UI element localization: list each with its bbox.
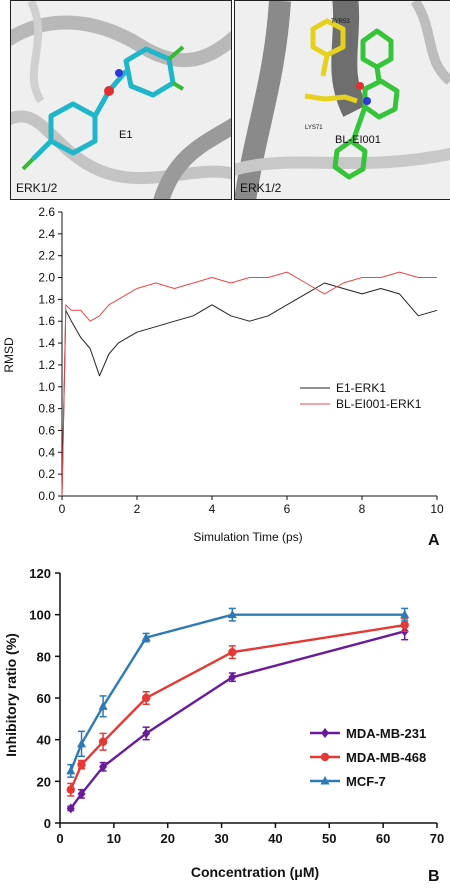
inhib-axes: 0 20 40 60 80 100 120 0 10 20 30 40 50 60 70 [29, 566, 444, 846]
inhibitory-ratio-chart: 0 20 40 60 80 100 120 0 10 20 30 40 50 60 70 MDA-MB-23… [3, 566, 444, 885]
inhib-x-tick-label: 10 [107, 831, 121, 846]
inhib-y-axis-label: Inhibitory ratio (%) [3, 633, 19, 757]
inhib-y-tick-label: 120 [29, 566, 51, 581]
inhib-x-tick-label: 30 [214, 831, 228, 846]
rmsd-y-axis-label: RMSD [2, 337, 16, 373]
docking-image-e1: E1 ERK1/2 [10, 0, 232, 200]
rmsd-series-line-1 [61, 271, 437, 497]
rmsd-y-tick-label: 2.2 [38, 249, 55, 263]
inhib-data-point [77, 788, 86, 799]
rmsd-x-tick-label: 10 [430, 502, 444, 516]
rmsd-axes: 0.0 0.2 0.4 0.6 0.8 1.0 1.2 1.4 1.6 1.8 2.0 2.2 2.4 2… [38, 205, 444, 516]
rmsd-y-tick-label: 2.6 [38, 205, 55, 219]
inhib-y-tick-label: 40 [37, 733, 51, 748]
rmsd-y-tick-label: 0.6 [38, 423, 55, 437]
inhib-legend-marker [320, 752, 330, 762]
inhib-data-point [228, 647, 237, 657]
ligand-label-bl-ei001: BL-EI001 [335, 134, 381, 146]
rmsd-series-line-0 [61, 282, 438, 497]
rmsd-legend: E1-ERK1 BL-EI001-ERK1 [300, 381, 422, 411]
ligand-label-e1: E1 [119, 129, 132, 141]
rmsd-y-tick-label: 2.4 [38, 227, 55, 241]
inhib-legend: MDA-MB-231 MDA-MB-468 MCF-7 [310, 726, 426, 789]
inhib-series-line-1 [69, 623, 405, 791]
inhib-legend-label: MCF-7 [346, 774, 386, 789]
inhib-data-point [66, 785, 75, 794]
rmsd-y-tick-label: 0.8 [38, 402, 55, 416]
panel-label-b: B [428, 868, 440, 885]
protein-label-right: ERK1/2 [240, 181, 282, 195]
inhib-data-point [228, 672, 237, 683]
rmsd-y-tick-label: 1.2 [38, 358, 55, 372]
rmsd-legend-label: E1-ERK1 [336, 381, 386, 395]
residue-label-lys71: LYS71 [305, 125, 323, 131]
rmsd-x-tick-label: 4 [209, 502, 216, 516]
inhib-x-tick-label: 20 [160, 831, 174, 846]
inhib-y-tick-label: 60 [37, 691, 51, 706]
inhib-legend-marker [320, 776, 330, 785]
inhib-data-point [66, 803, 75, 814]
inhib-legend-label: MDA-MB-231 [346, 726, 426, 741]
inhib-x-tick-label: 70 [430, 831, 444, 846]
rmsd-x-tick-label: 6 [284, 502, 291, 516]
rmsd-legend-label: BL-EI001-ERK1 [336, 397, 422, 411]
inhib-x-tick-label: 60 [376, 831, 390, 846]
rmsd-x-axis-label: Simulation Time (ps) [193, 530, 302, 544]
rmsd-y-tick-label: 2.0 [38, 271, 55, 285]
docking-illustration-bl-ei001: TYR53 LYS71 BL-EI001 ERK1/2 [235, 1, 450, 199]
inhib-x-tick-label: 50 [322, 831, 336, 846]
rmsd-y-tick-label: 0.0 [38, 489, 55, 503]
panel-label-a: A [428, 532, 440, 549]
residue-label-tyr53: TYR53 [331, 19, 350, 25]
inhib-data-point [99, 761, 108, 772]
inhib-y-tick-label: 80 [37, 649, 51, 664]
rmsd-series-group [61, 271, 438, 497]
inhib-series-line-2 [69, 613, 405, 772]
rmsd-y-tick-label: 0.2 [38, 467, 55, 481]
inhib-y-tick-label: 20 [37, 774, 51, 789]
inhib-data-point [227, 609, 237, 619]
inhib-x-axis-label: Concentration (μM) [191, 864, 319, 880]
inhib-data-point [141, 632, 151, 642]
rmsd-x-tick-label: 0 [59, 502, 66, 516]
rmsd-y-tick-label: 1.0 [38, 380, 55, 394]
rmsd-x-tick-label: 2 [134, 502, 141, 516]
inhib-data-point [400, 609, 410, 619]
inhib-data-point [142, 728, 151, 739]
protein-label-left: ERK1/2 [16, 181, 58, 195]
inhib-y-tick-label: 0 [44, 816, 51, 831]
inhib-data-point [77, 760, 86, 769]
inhib-data-point [141, 693, 151, 703]
docking-image-bl-ei001: TYR53 LYS71 BL-EI001 ERK1/2 [234, 0, 450, 200]
rmsd-y-tick-label: 1.4 [38, 336, 55, 350]
inhib-x-tick-label: 40 [268, 831, 282, 846]
docking-illustration-e1: E1 ERK1/2 [11, 1, 231, 199]
rmsd-y-tick-label: 1.6 [38, 314, 55, 328]
inhib-series-group [66, 607, 410, 814]
inhib-data-point [400, 620, 409, 630]
inhib-legend-label: MDA-MB-468 [346, 750, 426, 765]
inhib-data-point [98, 737, 108, 746]
rmsd-chart: 0.0 0.2 0.4 0.6 0.8 1.0 1.2 1.4 1.6 1.8 2.0 2.2 2.4 2… [2, 205, 444, 549]
inhib-x-tick-label: 0 [56, 831, 63, 846]
inhib-data-point [77, 738, 87, 748]
rmsd-y-tick-label: 1.8 [38, 292, 55, 306]
rmsd-x-tick-label: 8 [359, 502, 366, 516]
rmsd-y-tick-label: 0.4 [38, 445, 55, 459]
inhib-data-point [66, 765, 76, 775]
inhib-legend-marker [321, 728, 329, 738]
inhib-data-point [98, 701, 108, 710]
inhib-y-tick-label: 100 [29, 608, 51, 623]
